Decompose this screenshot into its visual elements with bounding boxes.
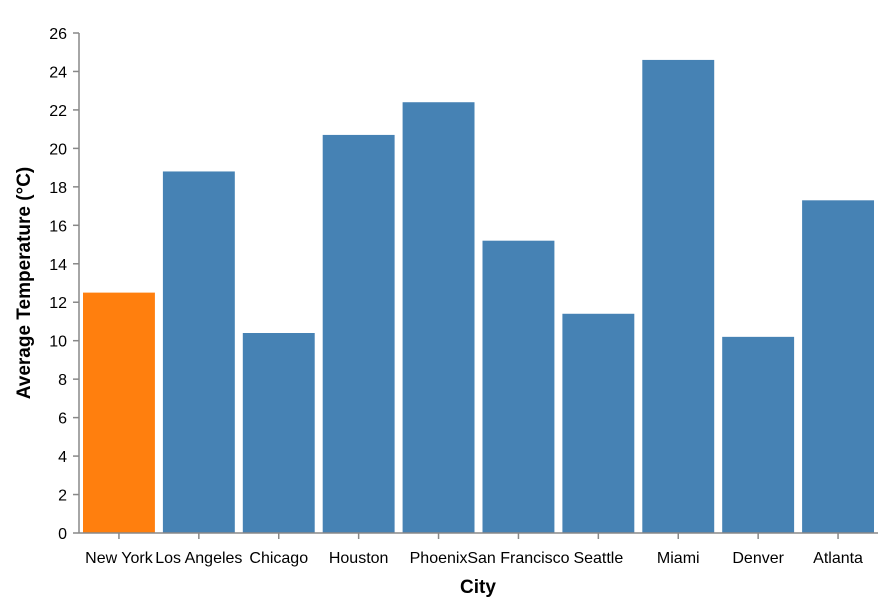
x-axis-title: City bbox=[460, 577, 496, 598]
y-tick-label: 4 bbox=[58, 449, 67, 466]
bar-phoenix bbox=[402, 102, 475, 533]
x-tick-label: Atlanta bbox=[813, 550, 863, 567]
y-tick-label: 26 bbox=[49, 26, 67, 43]
bar-chicago bbox=[242, 333, 315, 533]
bar-new-york bbox=[83, 292, 155, 533]
y-tick-label: 16 bbox=[49, 218, 67, 235]
x-tick-label: Chicago bbox=[249, 550, 308, 567]
x-axis: New York Los Angeles Chicago Houston Phoenix… bbox=[79, 532, 878, 567]
y-tick-label: 12 bbox=[49, 295, 67, 312]
y-tick-label: 20 bbox=[49, 141, 67, 158]
x-tick-label: Seattle bbox=[573, 550, 623, 567]
x-tick-label: Denver bbox=[732, 550, 784, 567]
x-tick-label: Los Angeles bbox=[155, 550, 242, 567]
bar-seattle bbox=[562, 313, 635, 533]
y-tick-label: 2 bbox=[58, 488, 67, 505]
y-tick-label: 6 bbox=[58, 411, 67, 428]
y-tick-label: 24 bbox=[49, 64, 67, 81]
y-tick-label: 22 bbox=[49, 103, 67, 120]
y-axis-title: Average Temperature (°C) bbox=[14, 167, 35, 400]
bar-atlanta bbox=[802, 200, 875, 533]
bar-houston bbox=[322, 134, 395, 534]
y-tick-label: 10 bbox=[49, 334, 67, 351]
x-tick-label: Miami bbox=[657, 550, 700, 567]
y-tick-label: 8 bbox=[58, 372, 67, 389]
y-tick-label: 0 bbox=[58, 526, 67, 543]
bar-denver bbox=[722, 336, 795, 533]
bars-group bbox=[83, 59, 875, 534]
x-tick-label: New York bbox=[85, 550, 154, 567]
x-tick-label: San Francisco bbox=[467, 550, 569, 567]
y-tick-label: 14 bbox=[49, 257, 67, 274]
bar-los-angeles bbox=[162, 171, 235, 533]
x-tick-label: Houston bbox=[329, 550, 389, 567]
y-tick-label: 18 bbox=[49, 180, 67, 197]
bar-san-francisco bbox=[482, 240, 555, 533]
x-tick-label: Phoenix bbox=[410, 550, 468, 567]
bar-miami bbox=[642, 59, 715, 534]
